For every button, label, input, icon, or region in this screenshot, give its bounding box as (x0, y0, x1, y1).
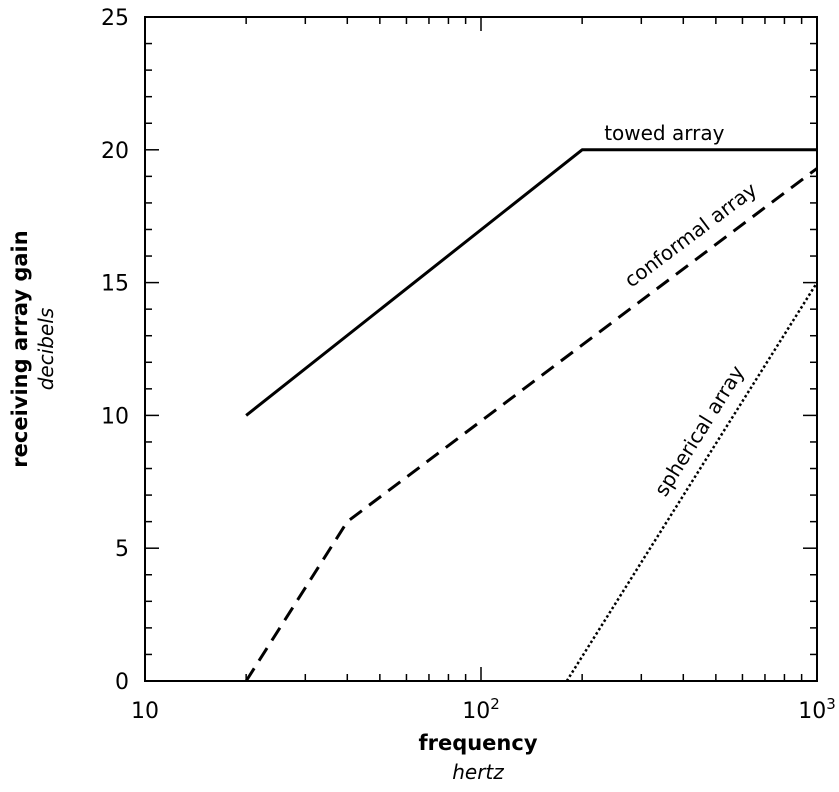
x-tick-label: 103 (798, 695, 836, 724)
plot-frame (144, 16, 818, 682)
series-layer (244, 148, 819, 682)
y-tick-label: 15 (101, 272, 129, 297)
y-tick-label: 20 (101, 139, 129, 164)
series-label-spherical-array: spherical array (649, 361, 749, 501)
y-tick-label: 0 (115, 670, 129, 695)
y-axis-unit: decibels (34, 308, 58, 391)
y-tick-label: 25 (101, 6, 129, 31)
series-line-towed-array (245, 148, 817, 417)
x-axis-title: frequency (418, 731, 537, 755)
x-axis-unit: hertz (452, 760, 504, 784)
y-axis-title: receiving array gain (8, 230, 32, 467)
series-line-spherical-array (565, 281, 819, 682)
x-tick-label: 10 (131, 699, 159, 724)
series-line-conformal-array (244, 167, 818, 682)
y-tick-label: 10 (101, 404, 129, 429)
ticks-layer (144, 16, 818, 682)
tick-labels-layer: 0 5 10 15 20 25 10 102 103 (101, 6, 836, 724)
series-label-conformal-array: conformal array (620, 177, 762, 292)
series-label-towed-array: towed array (604, 121, 724, 145)
x-tick-label: 102 (462, 695, 500, 724)
y-tick-label: 5 (115, 537, 129, 562)
